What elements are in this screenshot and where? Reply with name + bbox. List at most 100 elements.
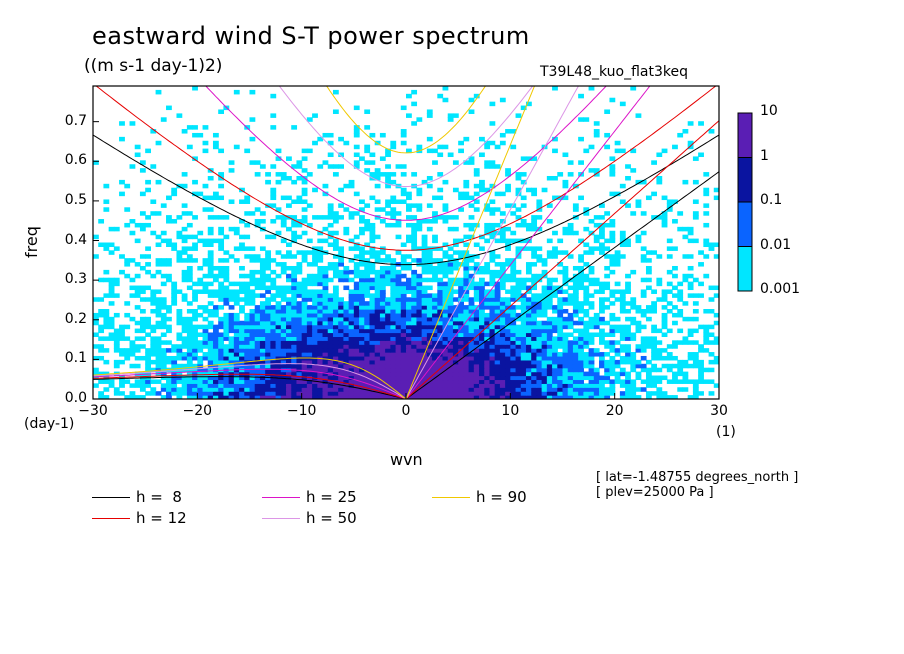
heatmap-cell — [364, 371, 371, 377]
heatmap-cell — [656, 391, 663, 396]
heatmap-cell — [447, 117, 454, 122]
heatmap-cell — [197, 344, 204, 349]
heatmap-cell — [593, 234, 600, 240]
heatmap-cell — [254, 316, 261, 322]
heatmap-cell — [583, 391, 590, 396]
heatmap-cell — [395, 355, 402, 361]
heatmap-cell — [207, 371, 214, 377]
heatmap-cell — [186, 340, 193, 345]
heatmap-cell — [557, 301, 564, 306]
heatmap-cell — [426, 324, 433, 330]
heatmap-cell — [291, 395, 298, 399]
heatmap-cell — [713, 383, 719, 388]
heatmap-cell — [322, 238, 329, 244]
heatmap-cell — [593, 281, 600, 287]
heatmap-cell — [520, 348, 527, 353]
heatmap-cell — [468, 309, 475, 314]
heatmap-cell — [672, 395, 678, 399]
heatmap-cell — [223, 344, 230, 349]
heatmap-cell — [374, 207, 381, 212]
heatmap-cell — [619, 328, 626, 334]
heatmap-cell — [322, 183, 329, 189]
heatmap-cell — [520, 363, 527, 369]
heatmap-cell — [432, 211, 438, 216]
heatmap-cell — [692, 277, 699, 283]
heatmap-cell — [395, 309, 402, 314]
heatmap-cell — [312, 324, 318, 330]
heatmap-cell — [651, 215, 657, 220]
heatmap-cell — [536, 332, 543, 337]
heatmap-cell — [588, 324, 595, 330]
heatmap-cell — [280, 391, 287, 396]
heatmap-cell — [348, 344, 355, 349]
heatmap-cell — [599, 301, 605, 306]
heatmap-cell — [525, 383, 532, 388]
heatmap-cell — [369, 277, 376, 283]
heatmap-cell — [583, 309, 590, 314]
heatmap-cell — [233, 289, 240, 294]
heatmap-cell — [510, 328, 517, 334]
heatmap-cell — [338, 336, 344, 341]
heatmap-cell — [645, 391, 652, 396]
heatmap-cell — [552, 383, 558, 388]
heatmap-cell — [212, 238, 219, 244]
heatmap-cell — [489, 281, 496, 287]
heatmap-cell — [166, 242, 172, 248]
heatmap-cell — [525, 265, 532, 271]
heatmap-cell — [552, 355, 558, 361]
heatmap-cell — [385, 344, 391, 349]
heatmap-cell — [625, 238, 631, 244]
heatmap-cell — [432, 383, 438, 388]
heatmap-cell — [661, 332, 668, 337]
heatmap-cell — [452, 328, 459, 334]
heatmap-cell — [139, 289, 146, 294]
heatmap-cell — [332, 383, 339, 388]
heatmap-cell — [463, 262, 470, 267]
heatmap-cell — [348, 383, 355, 388]
heatmap-cell — [223, 387, 230, 392]
heatmap-cell — [207, 359, 214, 365]
heatmap-cell — [406, 332, 412, 337]
heatmap-cell — [332, 375, 339, 381]
heatmap-cell — [442, 219, 449, 224]
heatmap-cell — [416, 305, 423, 310]
heatmap-cell — [374, 320, 381, 326]
heatmap-cell — [520, 297, 527, 302]
heatmap-cell — [233, 391, 240, 396]
heatmap-cell — [562, 269, 569, 275]
heatmap-cell — [505, 238, 511, 244]
heatmap-cell — [390, 199, 397, 204]
heatmap-cell — [374, 199, 381, 204]
heatmap-cell — [525, 320, 532, 326]
heatmap-cell — [572, 183, 579, 189]
heatmap-cell — [692, 179, 699, 185]
heatmap-cell — [400, 309, 407, 314]
heatmap-cell — [416, 219, 423, 224]
heatmap-cell — [525, 309, 532, 314]
heatmap-cell — [463, 363, 470, 369]
heatmap-cell — [374, 234, 381, 240]
heatmap-cell — [385, 312, 391, 318]
heatmap-cell — [390, 383, 397, 388]
heatmap-cell — [327, 363, 334, 369]
heatmap-cell — [192, 371, 198, 377]
heatmap-cell — [468, 324, 475, 330]
heatmap-cell — [280, 344, 287, 349]
heatmap-cell — [505, 332, 511, 337]
heatmap-cell — [479, 387, 485, 392]
heatmap-cell — [364, 250, 371, 255]
heatmap-cell — [359, 328, 365, 334]
heatmap-cell — [494, 355, 501, 361]
heatmap-cell — [374, 250, 381, 255]
heatmap-cell — [614, 348, 621, 353]
heatmap-cell — [286, 336, 292, 341]
heatmap-cell — [416, 293, 423, 298]
heatmap-cell — [630, 359, 637, 365]
heatmap-cell — [677, 211, 684, 216]
heatmap-cell — [687, 140, 694, 146]
heatmap-cell — [212, 324, 219, 330]
heatmap-cell — [609, 332, 616, 337]
heatmap-cell — [572, 387, 579, 392]
heatmap-cell — [458, 375, 464, 381]
heatmap-cell — [233, 324, 240, 330]
